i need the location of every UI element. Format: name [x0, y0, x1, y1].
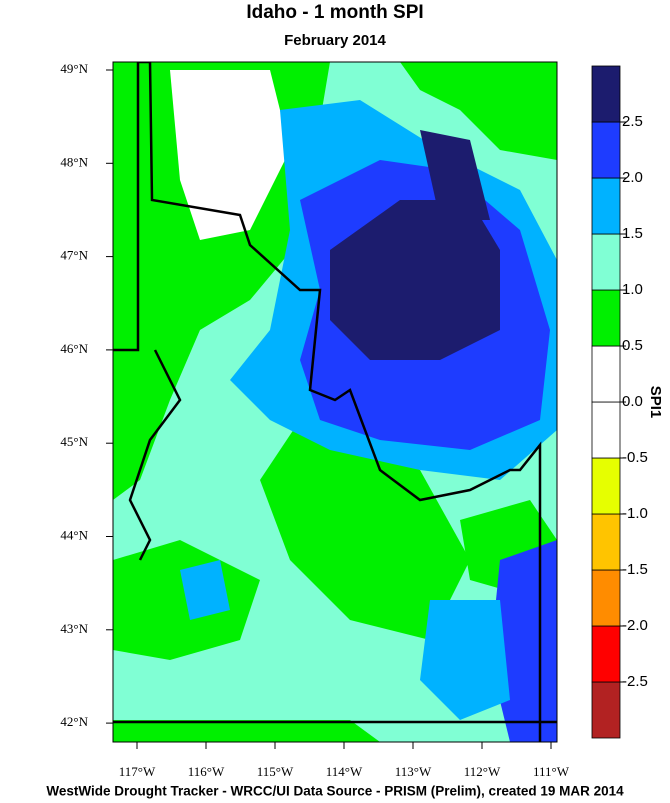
footer: WestWide Drought Tracker - WRCC/UI Data … — [46, 784, 624, 799]
lat-label: 47°N — [60, 248, 88, 263]
lat-label: 44°N — [60, 527, 88, 542]
colorbar-title: SPI1 — [647, 386, 664, 419]
colorbar-label: 1.0 — [622, 281, 643, 298]
lat-label: 43°N — [60, 621, 88, 636]
colorbar-segment — [591, 457, 621, 515]
lon-label: 112°W — [464, 764, 501, 779]
colorbar-segment — [591, 401, 621, 459]
colorbar-segment — [591, 177, 621, 235]
lat-label: 46°N — [60, 341, 88, 356]
colorbar-label: -0.5 — [622, 449, 648, 466]
colorbar-segment — [591, 65, 621, 123]
colorbar-segment — [591, 625, 621, 683]
latitude-axis: 49°N 48°N 47°N 46°N 45°N 44°N 43°N 42°N — [60, 61, 113, 729]
colorbar-label: 2.5 — [622, 113, 643, 130]
colorbar-segment — [591, 121, 621, 179]
map-subtitle: February 2014 — [284, 32, 386, 49]
colorbar-label: 1.5 — [622, 225, 643, 242]
lon-label: 113°W — [395, 764, 432, 779]
colorbar-label: 2.0 — [622, 169, 643, 186]
colorbar-label: -1.5 — [622, 561, 648, 578]
lat-label: 48°N — [60, 154, 88, 169]
colorbar-segment — [591, 513, 621, 571]
longitude-axis: 117°W 116°W 115°W 114°W 113°W 112°W 111°W — [119, 742, 570, 779]
map-area — [113, 62, 557, 742]
colorbar-segment — [591, 345, 621, 403]
lat-label: 49°N — [60, 61, 88, 76]
colorbar-label: -1.0 — [622, 505, 648, 522]
map-title: Idaho - 1 month SPI — [246, 2, 423, 23]
colorbar: -2.5 -2.0 -1.5 -1.0 -0.5 0.0 0.5 1.0 1.5 2.0 2.5 — [591, 65, 648, 739]
lat-label: 45°N — [60, 434, 88, 449]
lon-label: 111°W — [533, 764, 570, 779]
lon-label: 114°W — [326, 764, 363, 779]
colorbar-label: -2.5 — [622, 673, 648, 690]
colorbar-segment — [591, 569, 621, 627]
lat-label: 42°N — [60, 714, 88, 729]
lon-label: 115°W — [257, 764, 294, 779]
colorbar-label: -2.0 — [622, 617, 648, 634]
colorbar-segment — [591, 289, 621, 347]
lon-label: 117°W — [119, 764, 156, 779]
lon-label: 116°W — [188, 764, 225, 779]
colorbar-segment — [591, 233, 621, 291]
colorbar-label: 0.5 — [622, 337, 643, 354]
colorbar-segment — [591, 681, 621, 739]
colorbar-label: 0.0 — [622, 393, 643, 410]
